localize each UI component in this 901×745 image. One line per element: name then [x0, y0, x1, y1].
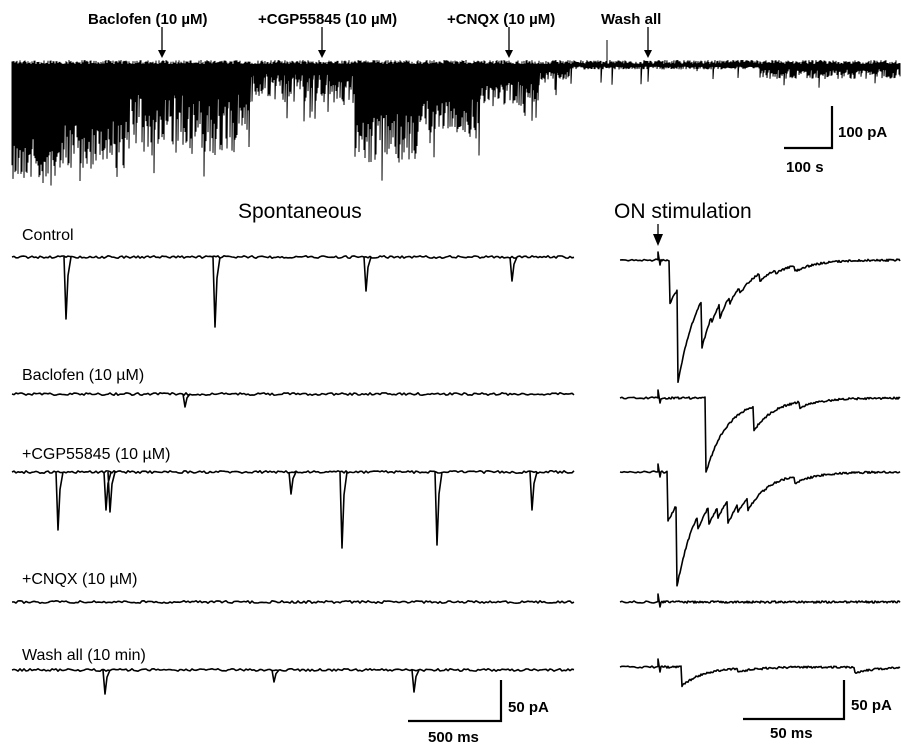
evoked-trace-cnqx	[619, 593, 901, 608]
on-stimulation-title: ON stimulation	[614, 200, 752, 223]
evoked-trace-baclofen	[619, 389, 901, 473]
long-recording-trace	[11, 40, 901, 186]
evoked-scale-amplitude: 50 pA	[851, 697, 892, 714]
spontaneous-trace-control	[11, 255, 575, 328]
spontaneous-title: Spontaneous	[238, 200, 362, 223]
arrowhead-cnqx	[505, 50, 513, 58]
drug-label-cgp: +CGP55845 (10 µM)	[258, 11, 397, 28]
evoked-trace-wash	[619, 658, 901, 688]
spontaneous-scale-bar	[408, 680, 503, 723]
arrowhead-wash	[644, 50, 652, 58]
arrowhead-baclofen	[158, 50, 166, 58]
stim-arrowhead	[653, 234, 663, 246]
spontaneous-trace-baclofen	[11, 392, 575, 408]
condition-label-wash: Wash all (10 min)	[22, 647, 146, 664]
drug-label-baclofen: Baclofen (10 µM)	[88, 11, 208, 28]
drug-label-cnqx: +CNQX (10 µM)	[447, 11, 555, 28]
evoked-scale-time: 50 ms	[770, 725, 813, 742]
long-scale-amplitude: 100 pA	[838, 124, 887, 141]
condition-label-baclofen: Baclofen (10 µM)	[22, 367, 144, 384]
spontaneous-scale-amplitude: 50 pA	[508, 699, 549, 716]
spontaneous-scale-time: 500 ms	[428, 729, 479, 745]
spontaneous-trace-cgp	[11, 470, 575, 549]
spontaneous-trace-cnqx	[11, 600, 575, 604]
condition-label-cnqx: +CNQX (10 µM)	[22, 571, 137, 588]
drug-label-wash: Wash all	[601, 11, 661, 28]
spontaneous-trace-wash	[11, 668, 575, 695]
condition-label-cgp: +CGP55845 (10 µM)	[22, 446, 170, 463]
evoked-trace-control	[619, 251, 901, 383]
evoked-scale-bar	[743, 680, 846, 721]
long-scale-bar	[784, 106, 834, 150]
long-scale-time: 100 s	[786, 159, 824, 176]
condition-label-control: Control	[22, 227, 74, 244]
long-recording-panel: Baclofen (10 µM) +CGP55845 (10 µM) +CNQX…	[11, 11, 901, 186]
evoked-trace-cgp	[619, 463, 901, 587]
arrowhead-cgp	[318, 50, 326, 58]
